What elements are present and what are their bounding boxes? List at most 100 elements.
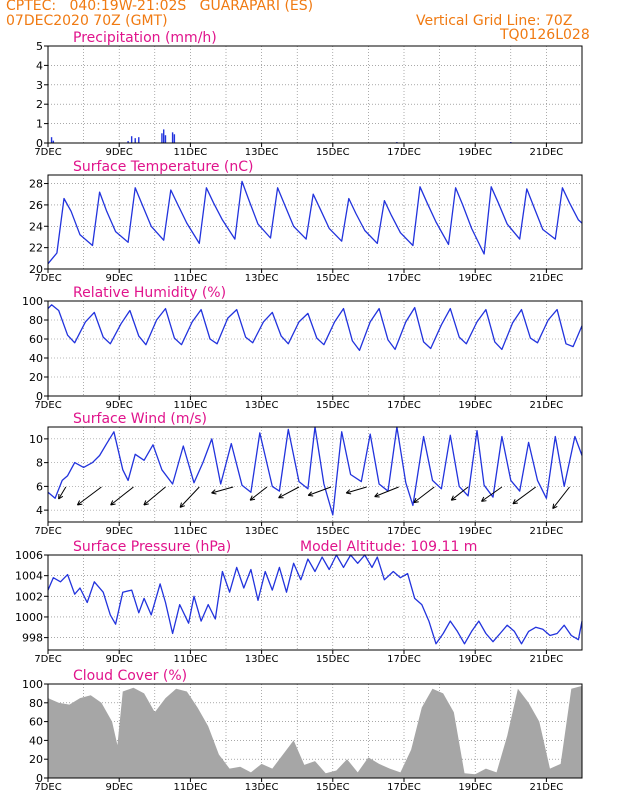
x-tick-label: 9DEC [106,273,133,284]
wind-vector [179,486,200,508]
y-tick-label: 26 [29,199,43,212]
station-header: CPTEC: 040:19W-21:02S GUARAPARI (ES) [6,0,314,14]
grid-note: Vertical Grid Line: 70Z [416,13,573,29]
panel-title: Surface Wind (m/s) [73,411,207,427]
wind-vector [552,486,570,509]
panel-title: Surface Temperature (nC) [73,159,254,175]
wind-vector [308,486,332,496]
x-tick-label: 15DEC [316,654,350,665]
x-tick-label: 13DEC [245,147,279,158]
y-tick-label: 60 [29,333,43,346]
x-tick-label: 19DEC [458,400,492,411]
wind-vector-head [179,502,185,508]
wind-vector-head [76,500,83,506]
x-tick-label: 17DEC [387,526,421,537]
y-tick-label: 60 [29,716,43,729]
x-tick-label: 19DEC [458,782,492,793]
y-tick-label: 20 [29,371,43,384]
precip-bar [163,129,165,143]
x-tick-label: 15DEC [316,526,350,537]
y-tick-label: 40 [29,734,43,747]
wind_speed-line [47,426,583,516]
y-tick-label: 4 [36,504,43,517]
wind-vector-head [345,489,352,495]
model-code: TQ0126L028 [500,27,590,43]
precip-bar [50,137,53,143]
x-tick-label: 7DEC [34,147,61,158]
y-tick-label: 22 [29,242,43,255]
y-tick-label: 40 [29,352,43,365]
x-tick-label: 11DEC [174,782,208,793]
x-tick-label: 17DEC [387,782,421,793]
wind-vector-head [278,493,284,499]
x-tick-label: 21DEC [530,654,564,665]
panel-frame [47,45,583,144]
y-tick-label: 5 [36,40,43,53]
panel-title: Relative Humidity (%) [73,285,226,301]
x-tick-label: 15DEC [316,400,350,411]
x-tick-label: 13DEC [245,273,279,284]
x-tick-label: 9DEC [106,526,133,537]
wind-vector-head [249,495,256,501]
y-tick-label: 3 [36,79,43,92]
y-tick-label: 28 [29,178,43,191]
panel-title: Cloud Cover (%) [73,668,187,684]
precip-bar [52,140,55,143]
precip-bar [173,134,176,143]
y-tick-label: 100 [22,678,43,691]
panel-5: 998 1000 1002 1004 1006 7DEC 9DEC 11DEC 13DEC 15D… [15,539,583,665]
panel-2: 20 22 24 26 28 7DEC 9DEC 11DEC 13DEC 15DEC 17DEC 19… [29,159,583,284]
panel-frame [47,174,583,270]
y-tick-label: 20 [29,753,43,766]
precip-bar [161,133,163,143]
x-tick-label: 11DEC [174,654,208,665]
x-tick-label: 7DEC [34,273,61,284]
y-tick-label: 2 [36,98,43,111]
x-tick-label: 19DEC [458,147,492,158]
x-tick-label: 21DEC [530,273,564,284]
panel-frame [47,554,583,651]
precip-bar [134,138,136,143]
x-tick-label: 11DEC [174,526,208,537]
wind-vector [374,486,399,498]
x-tick-label: 7DEC [34,654,61,665]
x-tick-label: 15DEC [316,147,350,158]
x-tick-label: 11DEC [174,147,208,158]
wind-vector [58,486,67,500]
wind-vector [249,486,268,501]
panel-4: 4 6 8 10 7DEC 9DEC 11DEC 13DEC 15DEC 17DEC 19DEC 21… [29,411,583,537]
wind-vector [450,486,469,501]
x-tick-label: 19DEC [458,526,492,537]
x-tick-label: 9DEC [106,400,133,411]
y-tick-label: 8 [36,457,43,470]
wind-vector [346,486,367,494]
x-tick-label: 19DEC [458,654,492,665]
wind-vector [413,486,435,503]
humidity-line [47,304,583,352]
wind-vector-head [374,492,380,498]
x-tick-label: 7DEC [34,782,61,793]
wind-vector-head [481,496,487,502]
x-tick-label: 13DEC [245,782,279,793]
y-tick-label: 0 [36,390,43,403]
precip-bar [171,132,174,143]
x-tick-label: 21DEC [530,526,564,537]
x-tick-label: 15DEC [316,782,350,793]
wind-vector-head [58,493,64,500]
panel-frame [47,426,583,523]
y-tick-label: 1002 [15,590,43,603]
panel-subtitle: Model Altitude: 109.11 m [300,539,477,555]
y-tick-label: 80 [29,697,43,710]
wind-vector [278,486,300,499]
wind-vector-head [552,503,558,510]
precip-bar [130,136,133,143]
pressure-line [47,554,583,645]
x-tick-label: 7DEC [34,526,61,537]
wind-vector [211,486,234,494]
cloud-cover-area [48,685,582,778]
x-tick-label: 21DEC [530,400,564,411]
panel-6: 0 20 40 60 80 100 7DEC 9DEC 11DEC 13DEC 15DEC 17DEC… [22,668,583,793]
x-tick-label: 17DEC [387,400,421,411]
wind-vector [77,486,102,506]
